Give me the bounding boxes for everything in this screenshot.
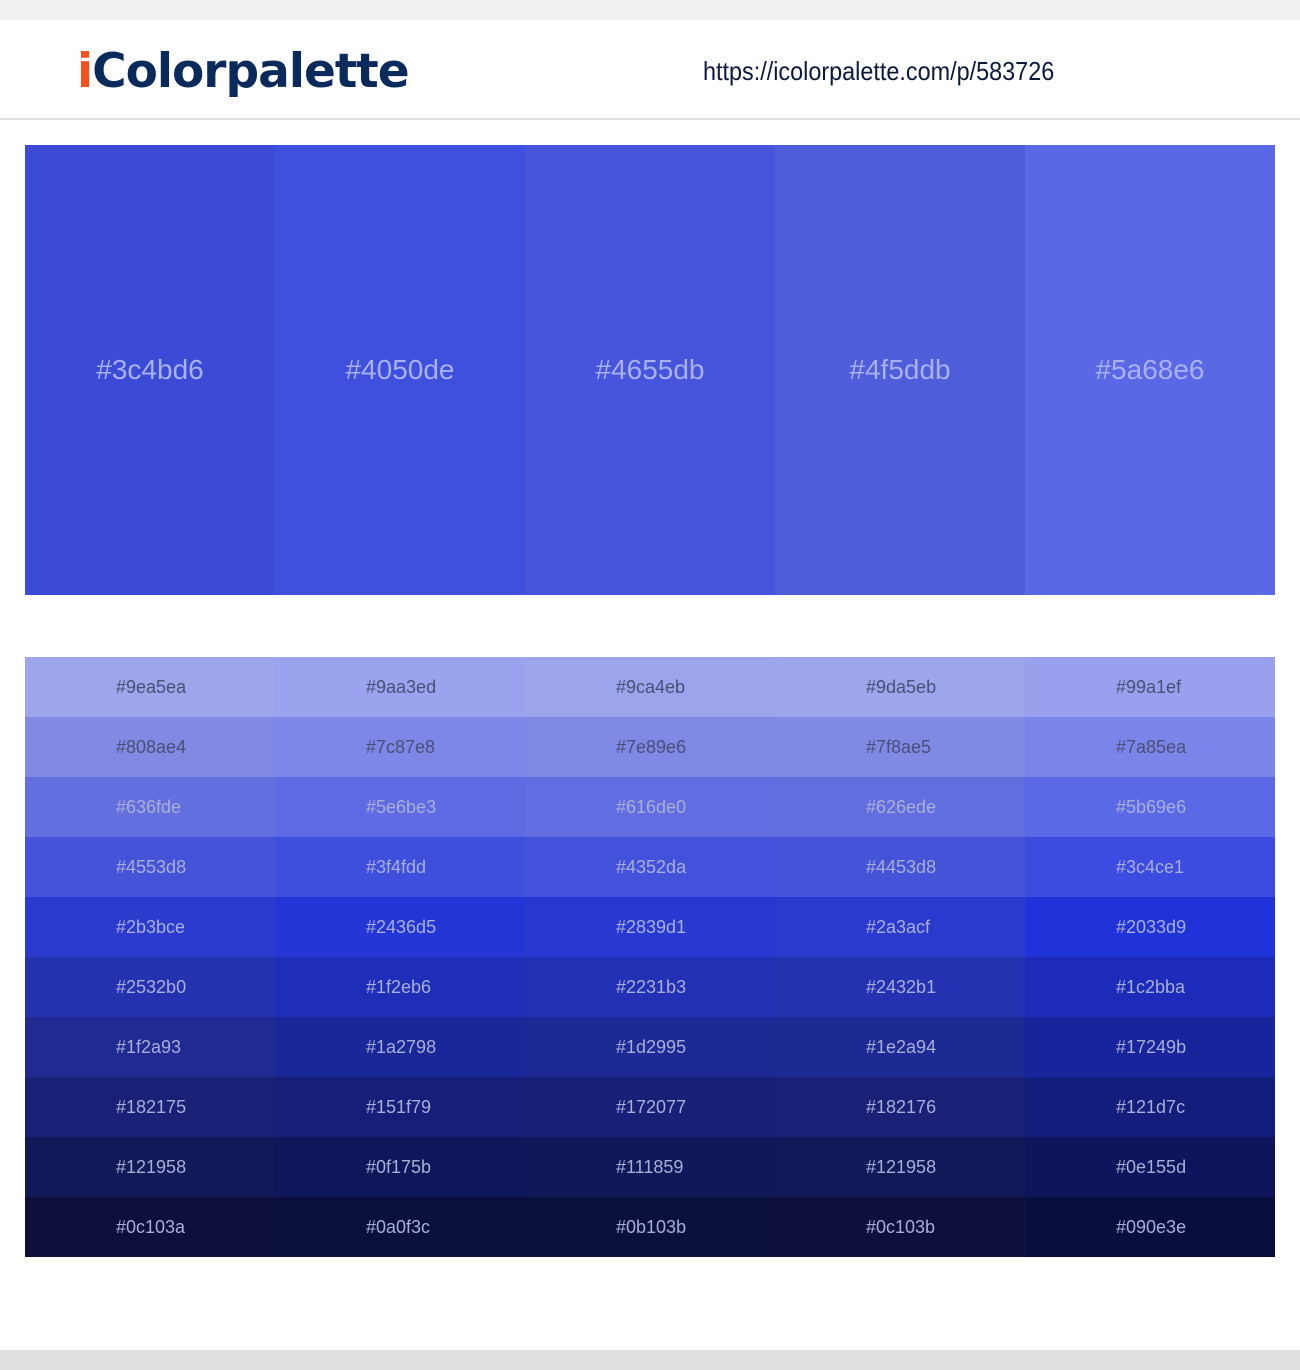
shade-swatch[interactable]: #0c103b bbox=[775, 1197, 1025, 1257]
shade-swatch[interactable]: #808ae4 bbox=[25, 717, 275, 777]
logo-text: Colorpalette bbox=[92, 44, 410, 99]
shade-swatch[interactable]: #2432b1 bbox=[775, 957, 1025, 1017]
shade-swatch[interactable]: #2033d9 bbox=[1025, 897, 1275, 957]
main-swatch[interactable]: #4050de bbox=[275, 145, 525, 595]
main-swatch[interactable]: #3c4bd6 bbox=[25, 145, 275, 595]
shade-swatch[interactable]: #1a2798 bbox=[275, 1017, 525, 1077]
shade-swatch[interactable]: #636fde bbox=[25, 777, 275, 837]
shade-swatch[interactable]: #121d7c bbox=[1025, 1077, 1275, 1137]
shade-swatch[interactable]: #151f79 bbox=[275, 1077, 525, 1137]
shade-swatch[interactable]: #7f8ae5 bbox=[775, 717, 1025, 777]
shade-swatch[interactable]: #182176 bbox=[775, 1077, 1025, 1137]
shade-swatch[interactable]: #111859 bbox=[525, 1137, 775, 1197]
shade-swatch[interactable]: #121958 bbox=[775, 1137, 1025, 1197]
main-swatch[interactable]: #4f5ddb bbox=[775, 145, 1025, 595]
footer-bar bbox=[0, 1350, 1300, 1370]
shade-swatch[interactable]: #0a0f3c bbox=[275, 1197, 525, 1257]
shade-swatch[interactable]: #99a1ef bbox=[1025, 657, 1275, 717]
shade-swatch[interactable]: #626ede bbox=[775, 777, 1025, 837]
shade-swatch[interactable]: #4553d8 bbox=[25, 837, 275, 897]
shade-swatch[interactable]: #2231b3 bbox=[525, 957, 775, 1017]
shade-swatch[interactable]: #7e89e6 bbox=[525, 717, 775, 777]
main-swatch[interactable]: #4655db bbox=[525, 145, 775, 595]
shade-swatch[interactable]: #9ea5ea bbox=[25, 657, 275, 717]
shade-swatch[interactable]: #9da5eb bbox=[775, 657, 1025, 717]
shade-swatch[interactable]: #616de0 bbox=[525, 777, 775, 837]
shade-swatch[interactable]: #17249b bbox=[1025, 1017, 1275, 1077]
shade-swatch[interactable]: #1c2bba bbox=[1025, 957, 1275, 1017]
shade-swatch[interactable]: #7c87e8 bbox=[275, 717, 525, 777]
shade-swatch[interactable]: #090e3e bbox=[1025, 1197, 1275, 1257]
shades-grid: #9ea5ea #9aa3ed #9ca4eb #9da5eb #99a1ef #808a… bbox=[25, 657, 1275, 1257]
shade-swatch[interactable]: #3f4fdd bbox=[275, 837, 525, 897]
palette-url[interactable]: https://icolorpalette.com/p/583726 bbox=[703, 56, 1055, 86]
shade-swatch[interactable]: #0b103b bbox=[525, 1197, 775, 1257]
shade-swatch[interactable]: #182175 bbox=[25, 1077, 275, 1137]
main-palette: #3c4bd6 #4050de #4655db #4f5ddb #5a68e6 bbox=[25, 145, 1275, 595]
shade-swatch[interactable]: #3c4ce1 bbox=[1025, 837, 1275, 897]
shade-swatch[interactable]: #1f2eb6 bbox=[275, 957, 525, 1017]
shade-swatch[interactable]: #0e155d bbox=[1025, 1137, 1275, 1197]
shade-swatch[interactable]: #1e2a94 bbox=[775, 1017, 1025, 1077]
shade-swatch[interactable]: #0f175b bbox=[275, 1137, 525, 1197]
logo[interactable]: iColorpalette bbox=[77, 44, 410, 99]
shade-swatch[interactable]: #172077 bbox=[525, 1077, 775, 1137]
shade-swatch[interactable]: #9ca4eb bbox=[525, 657, 775, 717]
shade-swatch[interactable]: #1d2995 bbox=[525, 1017, 775, 1077]
header: iColorpalette https://icolorpalette.com/… bbox=[0, 20, 1300, 120]
shade-swatch[interactable]: #2b3bce bbox=[25, 897, 275, 957]
shade-swatch[interactable]: #4352da bbox=[525, 837, 775, 897]
shade-swatch[interactable]: #121958 bbox=[25, 1137, 275, 1197]
shade-swatch[interactable]: #0c103a bbox=[25, 1197, 275, 1257]
logo-prefix: i bbox=[77, 44, 93, 99]
shade-swatch[interactable]: #2532b0 bbox=[25, 957, 275, 1017]
shade-swatch[interactable]: #5b69e6 bbox=[1025, 777, 1275, 837]
main-swatch[interactable]: #5a68e6 bbox=[1025, 145, 1275, 595]
shade-swatch[interactable]: #2a3acf bbox=[775, 897, 1025, 957]
shade-swatch[interactable]: #2839d1 bbox=[525, 897, 775, 957]
shade-swatch[interactable]: #4453d8 bbox=[775, 837, 1025, 897]
shade-swatch[interactable]: #1f2a93 bbox=[25, 1017, 275, 1077]
shade-swatch[interactable]: #9aa3ed bbox=[275, 657, 525, 717]
shade-swatch[interactable]: #5e6be3 bbox=[275, 777, 525, 837]
shade-swatch[interactable]: #7a85ea bbox=[1025, 717, 1275, 777]
top-bar bbox=[0, 0, 1300, 20]
shade-swatch[interactable]: #2436d5 bbox=[275, 897, 525, 957]
